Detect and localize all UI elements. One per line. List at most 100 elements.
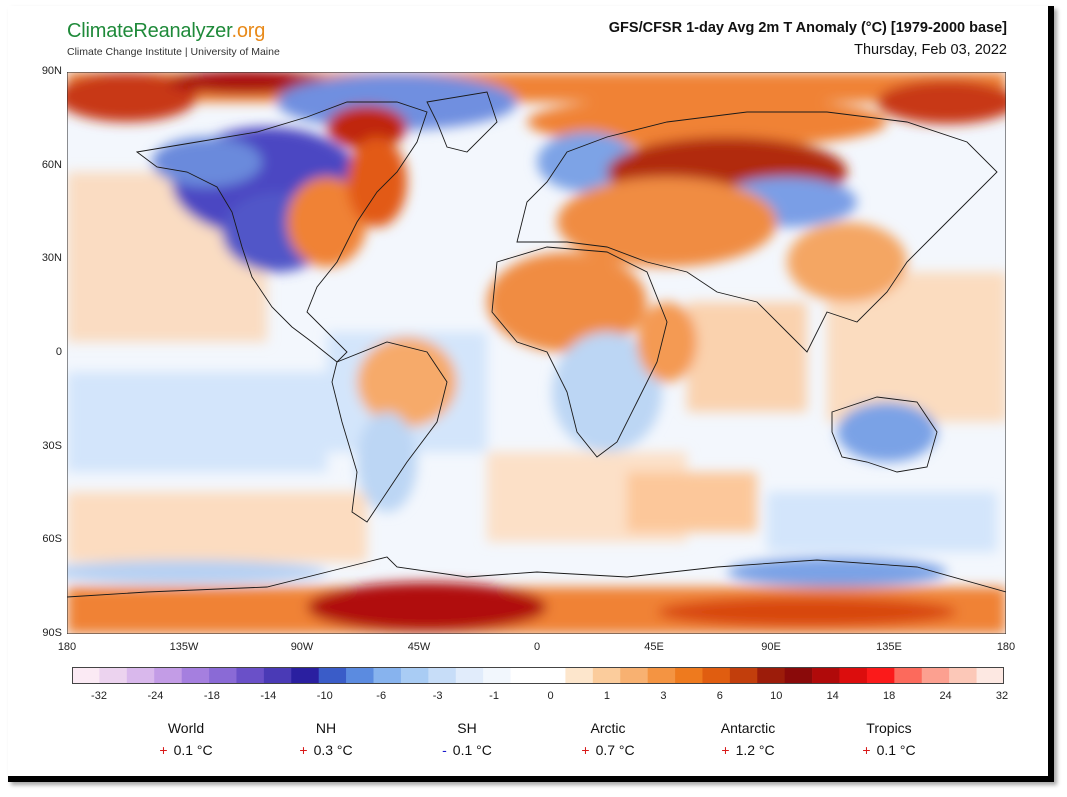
scale-swatch	[510, 667, 539, 684]
lon-label-135e: 135E	[876, 641, 902, 653]
scale-swatch	[675, 667, 703, 684]
summary-sh-name: SH	[457, 720, 477, 736]
coastlines	[67, 91, 1006, 598]
map-date: Thursday, Feb 03, 2022	[854, 42, 1007, 58]
scale-tick-label: -14	[260, 690, 277, 702]
summary-arctic: Arctic +0.7 °C	[553, 720, 663, 758]
lat-label-60n: 60N	[41, 159, 62, 171]
anomaly-map	[67, 72, 1006, 634]
scale-swatch	[812, 667, 840, 684]
scale-swatch	[209, 667, 237, 684]
summary-tropics: Tropics +0.1 °C	[834, 720, 944, 758]
summary-sh: SH -0.1 °C	[412, 720, 522, 758]
summary-arctic-name: Arctic	[590, 720, 626, 736]
lon-label-90e: 90E	[761, 641, 781, 653]
summary-arctic-value: 0.7 °C	[595, 742, 635, 758]
scale-swatch	[647, 667, 676, 684]
scale-border	[72, 667, 1004, 684]
scale-swatch	[729, 667, 758, 684]
scale-swatch	[483, 667, 511, 684]
scale-swatch	[949, 667, 977, 684]
scale-swatch	[620, 667, 648, 684]
anomaly-field	[67, 72, 1006, 634]
summary-world-name: World	[167, 720, 205, 736]
summary-antarctic-sign: +	[721, 742, 730, 758]
scale-swatch	[373, 667, 402, 684]
summary-sh-sign: -	[442, 742, 447, 758]
summary-nh-sign: +	[299, 742, 308, 758]
scale-swatch	[346, 667, 374, 684]
lon-label-45e: 45E	[644, 641, 664, 653]
scale-swatch	[72, 667, 100, 684]
summary-nh-name: NH	[315, 720, 337, 736]
scale-swatch	[455, 667, 484, 684]
lon-label-135w: 135W	[169, 641, 199, 653]
scale-swatch	[99, 667, 128, 684]
lon-label-180w: 180	[57, 641, 77, 653]
scale-swatch	[318, 667, 347, 684]
lat-label-30n: 30N	[41, 252, 62, 264]
summary-nh-value: 0.3 °C	[313, 742, 353, 758]
scale-swatch	[757, 667, 785, 684]
scale-tick-label: 6	[716, 690, 723, 702]
summary-antarctic-value: 1.2 °C	[735, 742, 775, 758]
scale-swatch	[291, 667, 319, 684]
scale-tick-label: 32	[995, 690, 1009, 702]
scale-swatch	[400, 667, 429, 684]
summary-tropics-value: 0.1 °C	[876, 742, 916, 758]
lat-label-0: 0	[55, 346, 62, 358]
lat-label-90s: 90S	[42, 627, 62, 639]
lat-label-90n: 90N	[41, 65, 62, 77]
scale-tick-label: -18	[203, 690, 220, 702]
scale-swatch	[181, 667, 210, 684]
scale-swatch	[839, 667, 868, 684]
scale-tick-label: 3	[660, 690, 667, 702]
summary-antarctic: Antarctic +1.2 °C	[693, 720, 803, 758]
summary-tropics-sign: +	[862, 742, 871, 758]
scale-swatch	[921, 667, 950, 684]
summary-antarctic-name: Antarctic	[720, 720, 776, 736]
scale-swatch	[126, 667, 155, 684]
scale-tick-label: 18	[883, 690, 896, 702]
lon-label-90w: 90W	[290, 641, 314, 653]
scale-tick-label: 1	[603, 690, 610, 702]
summary-world-sign: +	[159, 742, 168, 758]
summary-world: World +0.1 °C	[131, 720, 241, 758]
scale-swatch	[428, 667, 457, 684]
logo-subtitle: Climate Change Institute | University of…	[67, 46, 280, 58]
lon-label-45w: 45W	[407, 641, 431, 653]
scale-swatch	[565, 667, 594, 684]
scale-tick-label: -32	[91, 690, 107, 702]
scale-swatch	[263, 667, 292, 684]
scale-swatch	[154, 667, 182, 684]
scale-tick-label: -24	[147, 690, 164, 702]
scale-swatch	[702, 667, 731, 684]
scale-tick-label: -10	[316, 690, 333, 702]
scale-swatch	[592, 667, 621, 684]
scale-swatch	[538, 667, 566, 684]
summary-nh: NH +0.3 °C	[271, 720, 381, 758]
scale-swatch	[894, 667, 923, 684]
scale-swatch	[866, 667, 895, 684]
scale-tick-label: 24	[939, 690, 952, 702]
summary-tropics-name: Tropics	[866, 720, 912, 736]
lon-label-0: 0	[533, 641, 541, 653]
lat-label-60s: 60S	[42, 533, 62, 545]
scale-swatch	[976, 667, 1004, 684]
scale-swatch	[236, 667, 265, 684]
summary-sh-value: 0.1 °C	[452, 742, 492, 758]
scale-tick-label: 14	[826, 690, 839, 702]
scale-swatch	[784, 667, 813, 684]
color-scale-bar	[72, 667, 1004, 684]
summary-world-value: 0.1 °C	[173, 742, 213, 758]
scale-tick-label: -1	[489, 690, 499, 702]
map-title: GFS/CFSR 1-day Avg 2m T Anomaly (°C) [19…	[608, 20, 1007, 36]
scale-tick-label: 10	[770, 690, 783, 702]
lat-label-30s: 30S	[42, 440, 62, 452]
site-logo[interactable]: ClimateReanalyzer.org	[67, 20, 266, 42]
scale-tick-label: -6	[376, 690, 387, 702]
summary-arctic-sign: +	[581, 742, 590, 758]
scale-tick-label: 0	[547, 690, 554, 702]
lon-label-180e: 180	[996, 641, 1016, 653]
scale-tick-label: -3	[432, 690, 443, 702]
